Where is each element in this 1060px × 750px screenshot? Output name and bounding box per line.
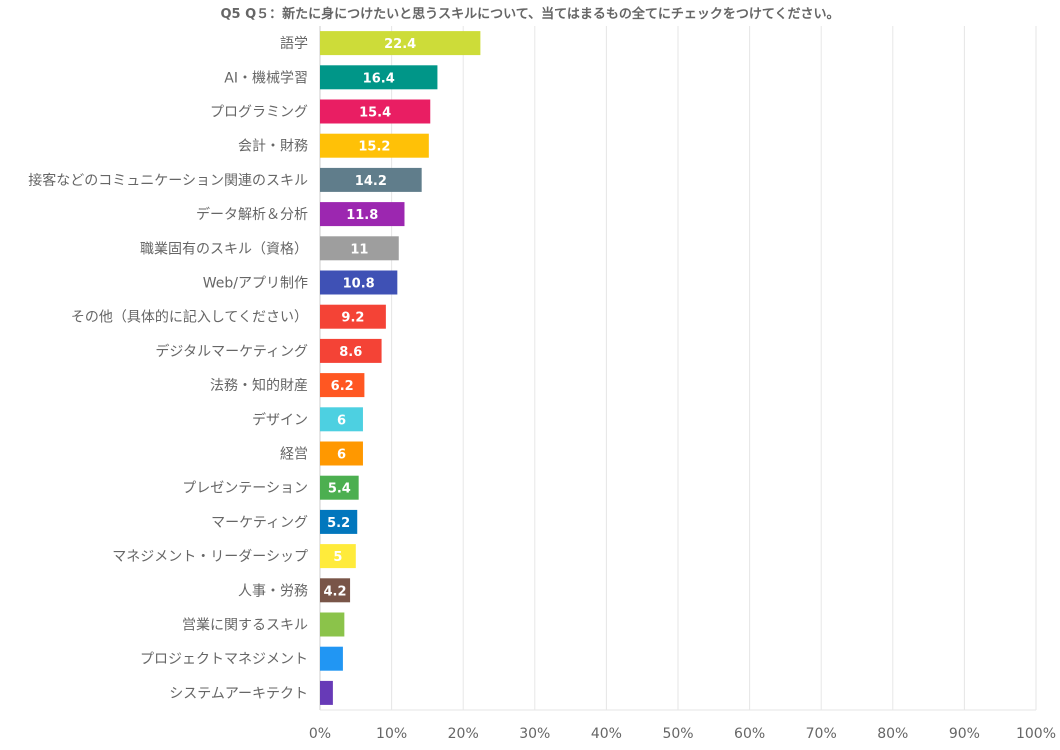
category-label: 接客などのコミュニケーション関連のスキル [28, 172, 308, 189]
category-label: プロジェクトマネジメント [140, 652, 308, 668]
category-label: マーケティング [211, 515, 308, 531]
bar [320, 202, 405, 227]
category-label: 経営 [280, 447, 308, 463]
x-tick-label: 90% [949, 726, 980, 742]
chart-title: Q5 Q５：新たに身につけたいと思うスキルについて、当てはまるもの全てにチェック… [220, 7, 840, 22]
category-label: 法務・知的財産 [210, 377, 308, 394]
data-label: 14.2 [355, 174, 387, 189]
bar [320, 475, 359, 500]
bar [320, 133, 429, 158]
data-label: 15.2 [358, 140, 390, 155]
bar [320, 167, 422, 192]
data-label: 6 [337, 413, 346, 428]
bar [320, 612, 345, 637]
category-label: プログラミング [210, 105, 308, 121]
data-label: 11.8 [346, 208, 378, 223]
bar [320, 680, 333, 705]
x-tick-label: 50% [662, 726, 693, 742]
data-label: 15.4 [359, 106, 391, 121]
data-label: 22.4 [384, 37, 416, 52]
data-label: 5.4 [328, 482, 351, 497]
data-label: 9.2 [341, 311, 364, 326]
bar [320, 236, 399, 261]
data-label: 4.2 [324, 584, 347, 599]
category-label: その他（具体的に記入してください） [71, 309, 308, 326]
category-label: デザイン [252, 411, 308, 428]
bar [320, 270, 398, 295]
data-label: 5 [333, 550, 342, 565]
x-tick-label: 100% [1016, 726, 1056, 742]
x-tick-label: 20% [448, 726, 479, 742]
data-label: 16.4 [363, 71, 395, 86]
x-tick-label: 0% [309, 726, 331, 742]
category-label: システムアーキテクト [169, 686, 308, 702]
x-tick-label: 80% [877, 726, 908, 742]
data-label: 10.8 [343, 277, 375, 292]
category-label: 営業に関するスキル [182, 618, 308, 634]
bar [320, 441, 363, 466]
category-label: AI・機械学習 [224, 70, 308, 86]
x-tick-label: 40% [591, 726, 622, 742]
bar [320, 407, 363, 432]
bar [320, 65, 438, 90]
category-label: 職業固有のスキル（資格） [140, 241, 308, 257]
data-label: 11 [350, 242, 368, 257]
x-tick-label: 60% [734, 726, 765, 742]
bar [320, 578, 351, 603]
bar [320, 373, 365, 398]
bar [320, 31, 481, 56]
category-label: マネジメント・リーダーシップ [112, 549, 308, 565]
x-tick-label: 70% [806, 726, 837, 742]
bar [320, 544, 356, 569]
category-label: デジタルマーケティング [155, 343, 308, 360]
category-label: 語学 [280, 36, 308, 52]
data-label: 6 [337, 448, 346, 463]
x-tick-label: 30% [519, 726, 550, 742]
bar [320, 646, 343, 671]
category-label: Web/アプリ制作 [203, 276, 308, 292]
data-label: 8.6 [339, 345, 362, 360]
bar [320, 509, 358, 534]
data-label: 5.2 [327, 516, 350, 531]
bar [320, 304, 386, 329]
x-tick-label: 10% [376, 726, 407, 742]
data-label: 6.2 [331, 379, 354, 394]
bar [320, 338, 382, 363]
bar [320, 99, 431, 124]
category-label: 人事・労務 [238, 583, 308, 599]
category-label: データ解析＆分析 [196, 206, 308, 223]
category-label: プレゼンテーション [182, 481, 308, 497]
category-label: 会計・財務 [238, 139, 308, 155]
